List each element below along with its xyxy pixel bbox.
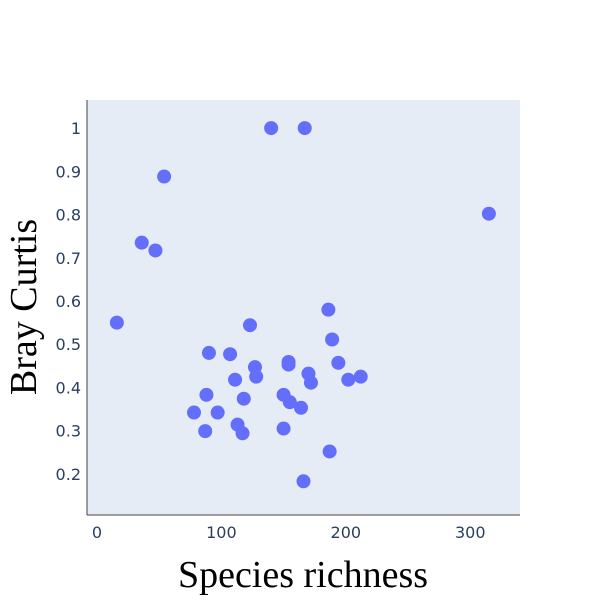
- y-tick-label: 0.8: [56, 206, 81, 225]
- data-point[interactable]: [341, 372, 356, 387]
- data-point[interactable]: [223, 347, 238, 362]
- y-axis-title: Bray Curtis: [3, 219, 45, 395]
- data-point[interactable]: [294, 400, 309, 415]
- data-point[interactable]: [282, 395, 297, 410]
- y-tick-label: 0.4: [56, 378, 81, 397]
- data-point[interactable]: [199, 387, 214, 402]
- data-point[interactable]: [322, 444, 337, 459]
- y-tick-label: 0.9: [56, 162, 81, 181]
- y-tick-label: 0.2: [56, 465, 81, 484]
- x-axis-title: Species richness: [178, 554, 428, 596]
- data-point[interactable]: [236, 391, 251, 406]
- y-tick-label: 1: [71, 119, 81, 138]
- data-point[interactable]: [321, 302, 336, 317]
- x-tick-label: 200: [331, 523, 362, 542]
- data-point[interactable]: [281, 357, 296, 372]
- data-point[interactable]: [235, 426, 250, 441]
- data-point[interactable]: [228, 372, 243, 387]
- data-points: [109, 121, 496, 489]
- y-axis-ticks: 0.2 0.3 0.4 0.5 0.6 0.7 0.8 0.9 1: [56, 119, 81, 484]
- data-point[interactable]: [353, 369, 368, 384]
- data-point[interactable]: [325, 332, 340, 347]
- data-point[interactable]: [157, 169, 172, 184]
- data-point[interactable]: [109, 315, 124, 330]
- data-point[interactable]: [210, 405, 225, 420]
- plot-area: [87, 100, 520, 515]
- data-point[interactable]: [201, 345, 216, 360]
- data-point[interactable]: [148, 243, 163, 258]
- x-tick-label: 100: [206, 523, 237, 542]
- y-tick-label: 0.5: [56, 335, 81, 354]
- data-point[interactable]: [198, 424, 213, 439]
- data-point[interactable]: [264, 121, 279, 136]
- y-tick-label: 0.7: [56, 249, 81, 268]
- data-point[interactable]: [187, 405, 202, 420]
- x-axis-ticks: 0 100 200 300: [92, 523, 486, 542]
- data-point[interactable]: [242, 318, 257, 333]
- data-point[interactable]: [296, 474, 311, 489]
- x-tick-label: 0: [92, 523, 102, 542]
- data-point[interactable]: [331, 355, 346, 370]
- data-point[interactable]: [297, 121, 312, 136]
- x-tick-label: 300: [455, 523, 486, 542]
- data-point[interactable]: [303, 375, 318, 390]
- data-point[interactable]: [134, 235, 149, 250]
- data-point[interactable]: [276, 421, 291, 436]
- y-tick-label: 0.6: [56, 292, 81, 311]
- y-tick-label: 0.3: [56, 422, 81, 441]
- data-point[interactable]: [481, 206, 496, 221]
- data-point[interactable]: [249, 369, 264, 384]
